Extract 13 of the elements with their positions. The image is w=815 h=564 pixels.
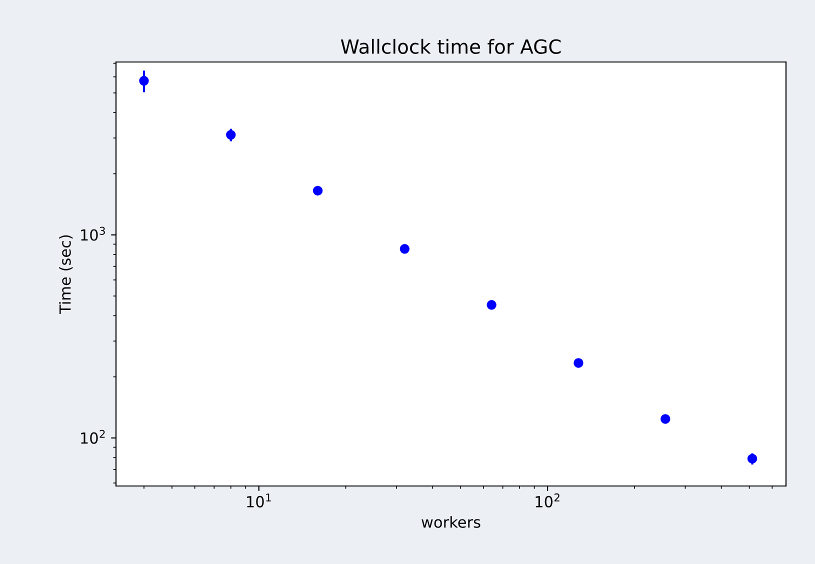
point (660, 414, 670, 424)
point (400, 244, 410, 254)
point (226, 130, 236, 140)
chart-title: Wallclock time for AGC (340, 38, 561, 54)
x-axis-title: workers (422, 516, 480, 528)
point (747, 454, 758, 464)
y-tick-label: 10$^{3}$ (81, 226, 105, 241)
point (312, 186, 323, 196)
point (139, 76, 149, 86)
y-axis-title: Time (sec) (59, 235, 73, 314)
point (486, 300, 496, 310)
x-tick-label: 10$^{1}$ (247, 494, 271, 508)
point (574, 358, 584, 368)
